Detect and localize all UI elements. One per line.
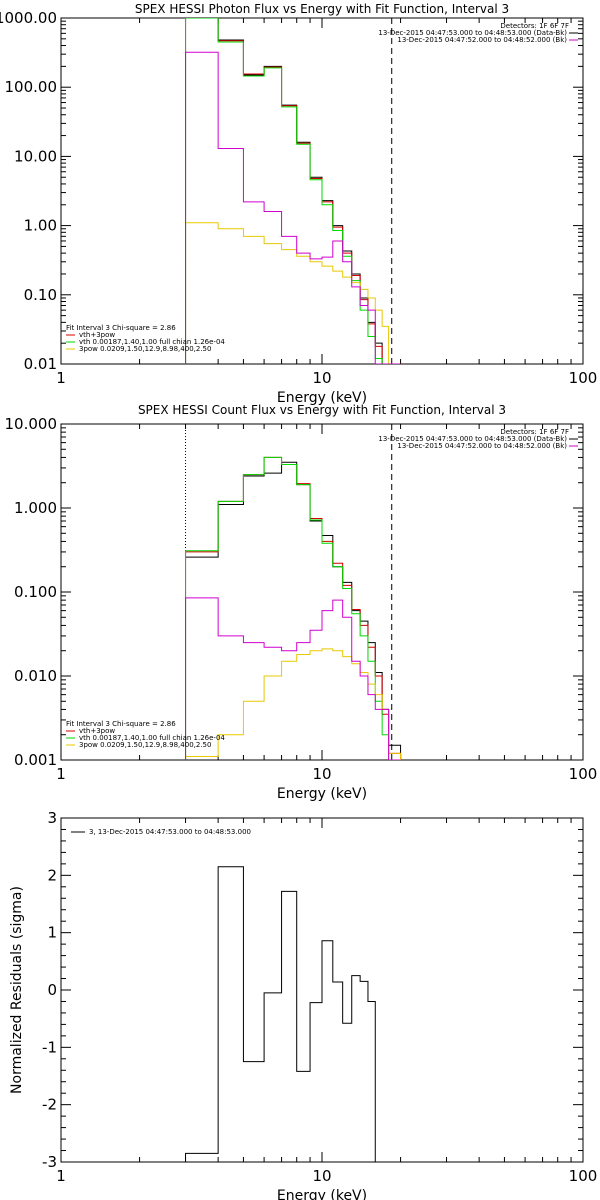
legend-label: vth 0.00187,1.40,1.00 full chian 1.26e-0…	[79, 338, 225, 346]
y-tick-label: -1	[42, 1038, 57, 1056]
legend-label: vth+3pow	[79, 727, 115, 735]
y-axis-title: Normalized Residuals (sigma)	[9, 886, 25, 1094]
y-tick-label: 1000.00	[0, 9, 57, 27]
y-tick-label: 100.00	[5, 78, 58, 96]
plot-panel-1: SPEX HESSI Photon Flux vs Energy with Fi…	[0, 2, 597, 406]
legend-label: vth+3pow	[79, 331, 115, 339]
info-line: 13-Dec-2015 04:47:53.000 to 04:48:53.000…	[378, 435, 567, 443]
plot-frame	[60, 423, 584, 761]
y-tick-label: 0	[47, 981, 57, 999]
info-line: 13-Dec-2015 04:47:52.000 to 04:48:52.000…	[397, 36, 567, 44]
x-tick-label: 100	[569, 369, 598, 387]
y-tick-label: 1.000	[14, 499, 57, 517]
x-tick-label: 100	[569, 765, 598, 783]
legend-label: 3pow 0.0209,1.50,12.9,8.98,400,2.50	[79, 741, 211, 749]
y-tick-label: 3	[47, 809, 57, 827]
y-tick-label: -3	[42, 1153, 57, 1171]
x-tick-label: 100	[569, 1167, 598, 1185]
y-tick-label: 10.00	[14, 147, 57, 165]
info-line: 13-Dec-2015 04:47:52.000 to 04:48:52.000…	[397, 442, 567, 450]
plot-panel-2: SPEX HESSI Count Flux vs Energy with Fit…	[5, 403, 598, 802]
legend-label: 3, 13-Dec-2015 04:47:53.000 to 04:48:53.…	[89, 828, 251, 836]
series-bk-histogram	[185, 597, 401, 760]
x-axis-title: Energy (keV)	[277, 1188, 367, 1200]
legend-label: Fit Interval 3 Chi-square = 2.86	[66, 720, 176, 728]
chart-title: SPEX HESSI Photon Flux vs Energy with Fi…	[135, 2, 509, 16]
info-line: 13-Dec-2015 04:47:53.000 to 04:48:53.000…	[378, 29, 567, 37]
y-tick-label: 1.00	[24, 217, 57, 235]
y-tick-label: 0.100	[14, 583, 57, 601]
legend-label: Fit Interval 3 Chi-square = 2.86	[66, 324, 176, 332]
series-spow-histogram	[185, 222, 401, 364]
series-data-histogram	[185, 866, 390, 1162]
series-spow-histogram	[185, 648, 402, 760]
plot-panel-3: 1 10 100 -3 -2 -1 0 1 2 3 Energy (keV) Normalized R…	[9, 809, 597, 1200]
x-tick-label: 10	[312, 765, 331, 783]
y-tick-label: 2	[47, 866, 57, 884]
y-tick-label: 0.01	[24, 355, 57, 373]
x-tick-label: 1	[56, 1167, 66, 1185]
y-tick-label: 0.010	[14, 667, 57, 685]
x-tick-label: 10	[312, 369, 331, 387]
y-tick-label: 0.10	[24, 286, 57, 304]
legend-label: vth 0.00187,1.40,1.00 full chian 1.26e-0…	[79, 734, 225, 742]
info-line: Detectors: 1F 6F 7F	[500, 428, 569, 436]
y-tick-label: -2	[42, 1096, 57, 1114]
info-line: Detectors: 1F 6F 7F	[500, 22, 569, 30]
chart-title: SPEX HESSI Count Flux vs Energy with Fit…	[138, 403, 506, 417]
legend-label: 3pow 0.0209,1.50,12.9,8.98,400,2.50	[79, 345, 211, 353]
x-tick-label: 1	[56, 369, 66, 387]
x-axis-title: Energy (keV)	[277, 390, 367, 406]
y-tick-label: 10.000	[5, 415, 58, 433]
x-tick-label: 1	[56, 765, 66, 783]
y-tick-label: 0.001	[14, 751, 57, 769]
x-tick-label: 10	[312, 1167, 331, 1185]
y-tick-label: 1	[47, 924, 57, 942]
x-axis-title: Energy (keV)	[277, 786, 367, 802]
series-bk-histogram	[185, 51, 401, 364]
